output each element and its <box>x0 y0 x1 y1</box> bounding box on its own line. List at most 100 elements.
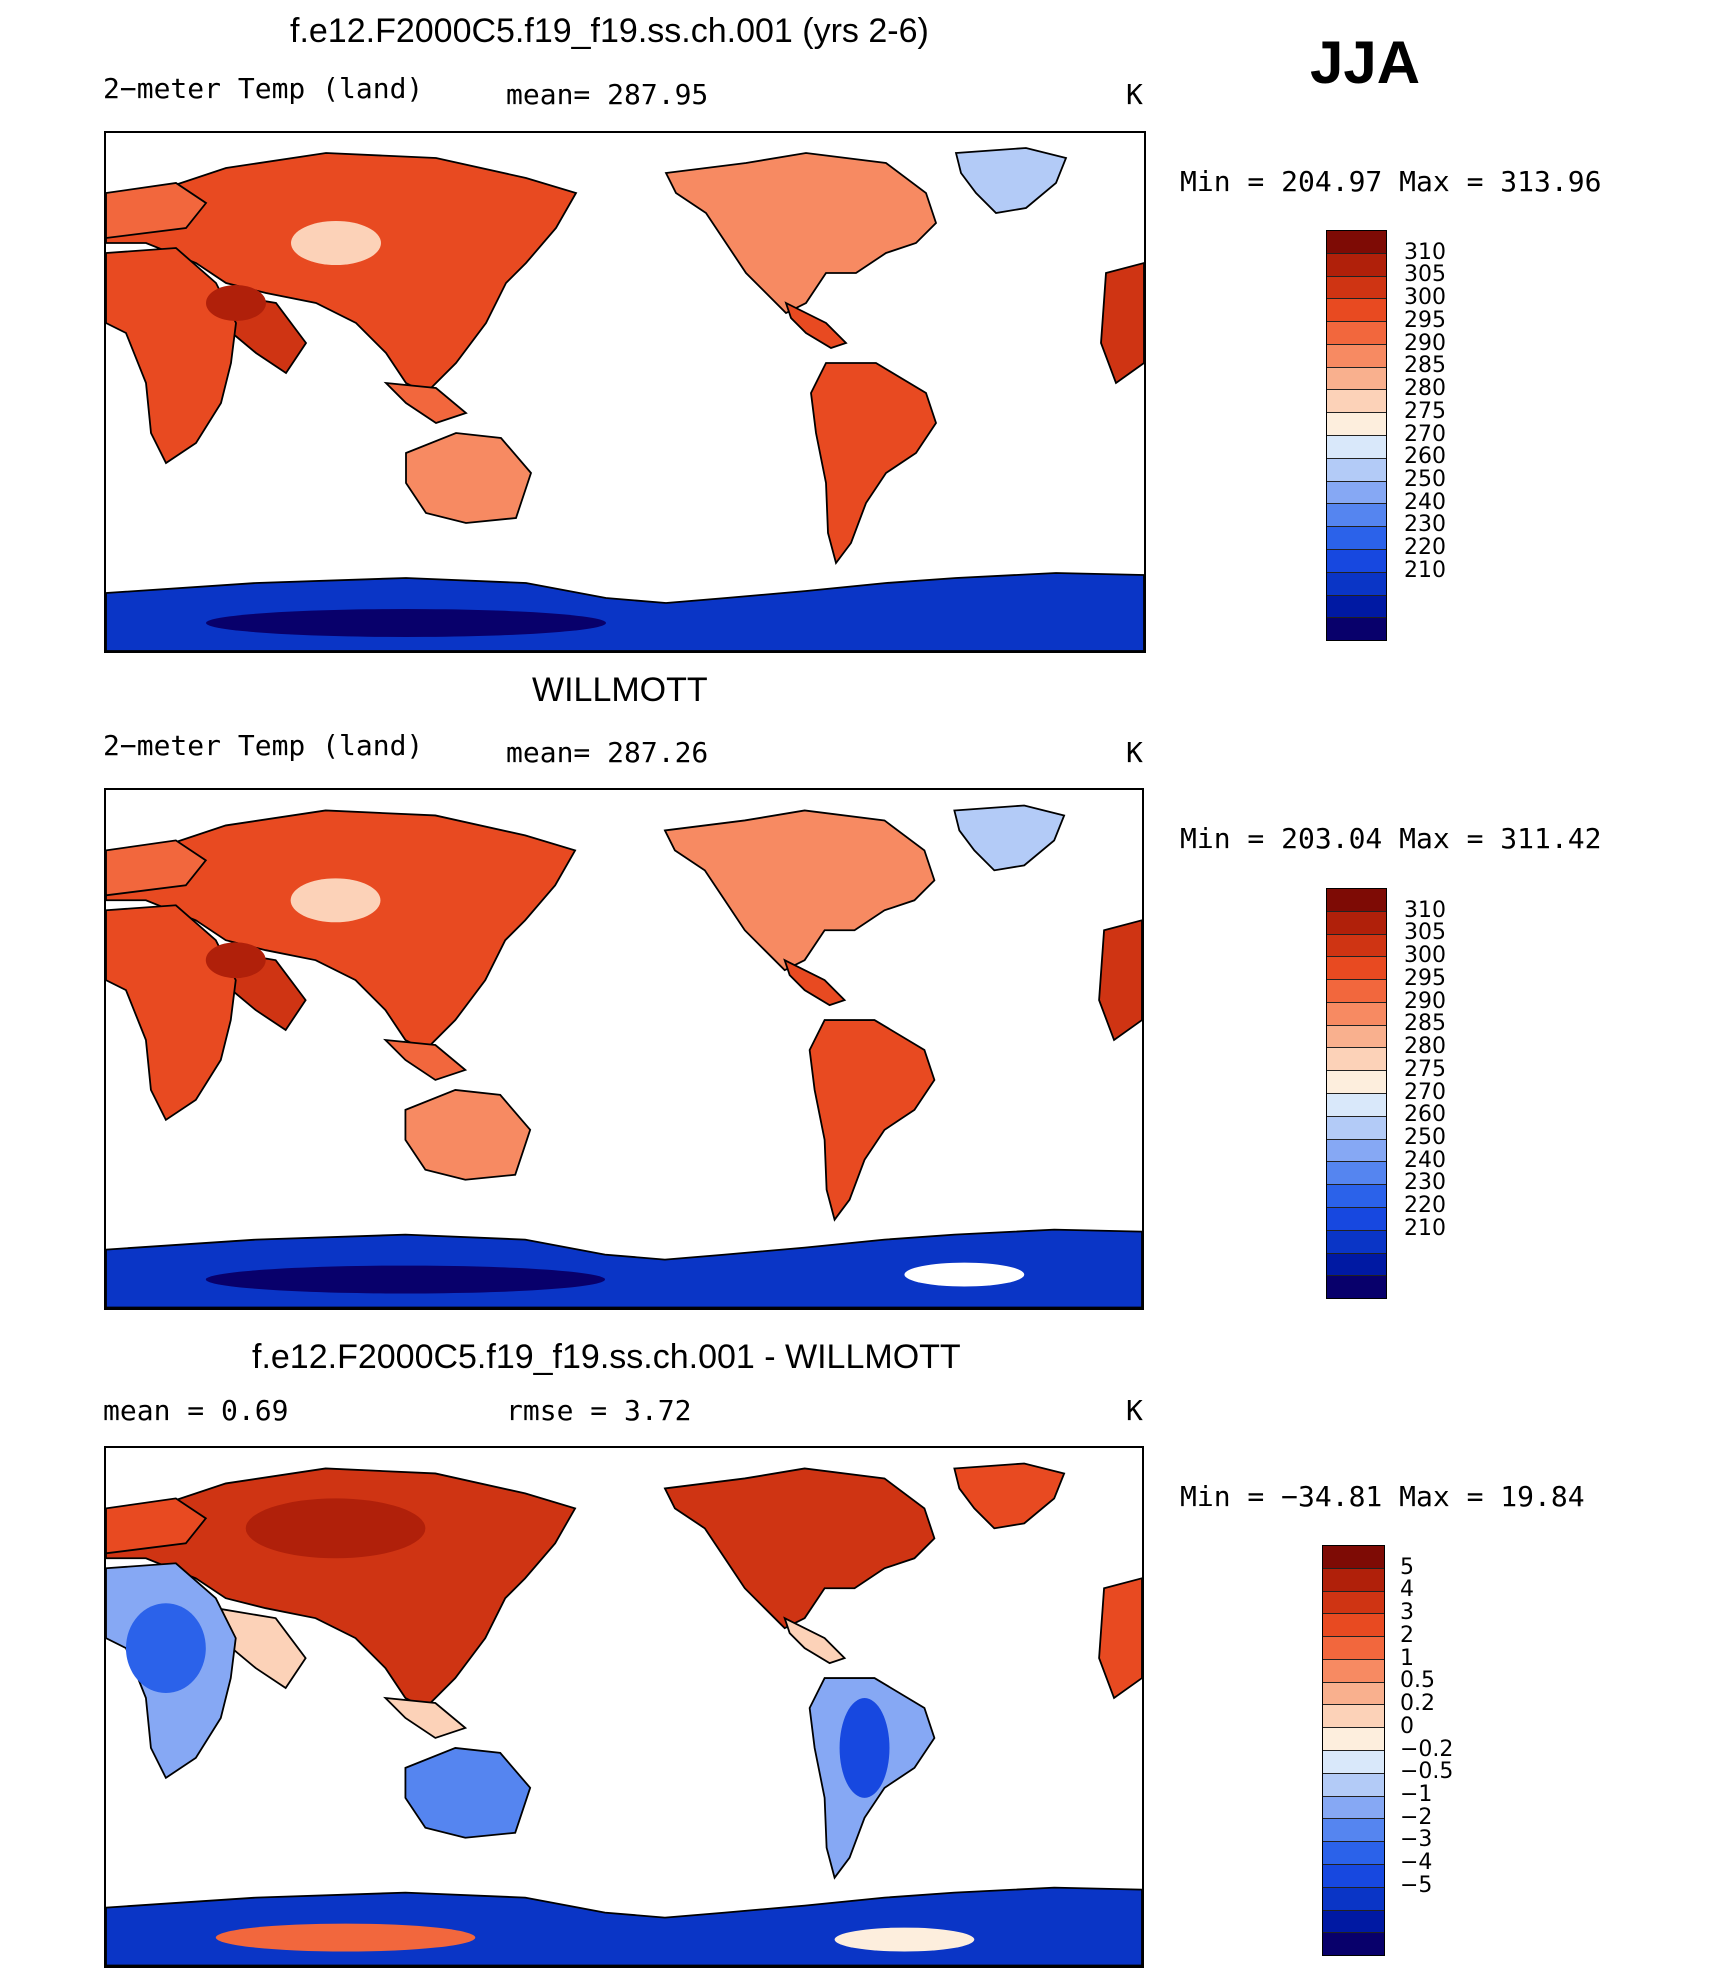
colorbar-swatch <box>1327 1253 1386 1277</box>
unit-label-3: K <box>1126 1394 1143 1427</box>
sahara-hot-patch <box>206 285 266 321</box>
colorbar-tick-label: 0 <box>1400 1713 1414 1739</box>
colorbar-swatch <box>1323 1773 1384 1797</box>
colorbar-tick-label: 300 <box>1404 285 1446 311</box>
colorbar-ticks-3: 5 4 3 2 1 0.5 0.2 0 −0.2 −0.5 −1 −2 −3 −4 −5 <box>1400 1545 1520 1954</box>
colorbar-swatch <box>1323 1546 1384 1569</box>
colorbar-tick-label: −3 <box>1400 1827 1433 1853</box>
colorbar-swatch <box>1327 934 1386 958</box>
colorbar-swatch <box>1327 1071 1386 1095</box>
minmax-label-1: Min = 204.97 Max = 313.96 <box>1180 165 1602 198</box>
colorbar-tick-label: −5 <box>1400 1872 1433 1898</box>
colorbar-swatch <box>1327 911 1386 935</box>
landmass-central-america <box>783 958 847 1007</box>
minmax-label-2: Min = 203.04 Max = 311.42 <box>1180 822 1602 855</box>
landmass-africa-east <box>1098 1577 1142 1700</box>
landmass-africa <box>106 247 237 465</box>
siberia-warm-patch <box>245 1498 426 1559</box>
landmass-europe-west <box>106 839 208 897</box>
colorbar-swatch <box>1327 344 1386 368</box>
colorbar-tick-label: 4 <box>1400 1577 1414 1603</box>
colorbar-swatch <box>1323 1933 1384 1956</box>
colorbar-tick-label: 290 <box>1404 988 1446 1014</box>
antarctica-warm-anomaly <box>215 1923 476 1952</box>
colorbar-tick-label: 3 <box>1400 1600 1414 1626</box>
colorbar-tick-label: −2 <box>1400 1804 1433 1830</box>
colorbar-swatch <box>1323 1728 1384 1752</box>
colorbar-swatch <box>1323 1614 1384 1638</box>
colorbar-swatch <box>1327 390 1386 414</box>
panel-title-2: WILLMOTT <box>532 671 708 709</box>
colorbar-swatch <box>1323 1637 1384 1660</box>
colorbar-swatch <box>1327 1276 1386 1299</box>
sahara-hot-patch <box>205 942 266 979</box>
landmass-north-america <box>664 152 938 315</box>
colorbar-ticks-1: 310 305 300 295 290 285 280 275 270 260 250 240 230 2… <box>1404 230 1524 639</box>
colorbar-swatch <box>1327 1002 1386 1026</box>
landmass-sea-asia <box>383 381 468 424</box>
colorbar-tick-label: 240 <box>1404 1147 1446 1173</box>
colorbar-swatch <box>1327 618 1386 641</box>
colorbar-tick-label: 280 <box>1404 1034 1446 1060</box>
colorbar-tick-label: 220 <box>1404 535 1446 561</box>
world-map-observed <box>104 788 1144 1310</box>
colorbar-swatch <box>1327 1185 1386 1208</box>
colorbar-swatch <box>1323 1705 1384 1729</box>
colorbar-tick-label: 220 <box>1404 1193 1446 1219</box>
colorbar-swatch <box>1323 1796 1384 1820</box>
landmass-sea-asia <box>383 1038 468 1081</box>
antarctica-cold-core <box>206 609 606 637</box>
colorbar-tick-label: −1 <box>1400 1781 1433 1807</box>
colorbar-swatch <box>1327 1139 1386 1163</box>
colorbar-1 <box>1326 230 1387 641</box>
variable-label-2: 2−meter Temp (land) <box>103 729 424 762</box>
colorbar-tick-label: −4 <box>1400 1850 1433 1876</box>
colorbar-tick-label: 295 <box>1404 965 1446 991</box>
colorbar-tick-label: −0.5 <box>1400 1759 1454 1785</box>
colorbar-tick-label: 275 <box>1404 1056 1446 1082</box>
panel-title-1: f.e12.F2000C5.f19_f19.ss.ch.001 (yrs 2-6… <box>290 12 929 50</box>
landmass-antarctica <box>106 1886 1142 1966</box>
tibet-plateau-patch <box>290 878 381 923</box>
colorbar-tick-label: 310 <box>1404 239 1446 265</box>
landmass-central-america <box>783 1616 847 1665</box>
colorbar-swatch <box>1327 980 1386 1003</box>
variable-label-1: 2−meter Temp (land) <box>103 72 424 105</box>
colorbar-swatch <box>1323 1591 1384 1615</box>
colorbar-tick-label: 5 <box>1400 1554 1414 1580</box>
colorbar-tick-label: 305 <box>1404 920 1446 946</box>
landmass-australia <box>404 1747 532 1839</box>
colorbar-swatch <box>1327 299 1386 323</box>
unit-label-2: K <box>1126 736 1143 769</box>
landmass-europe-west <box>106 1497 208 1555</box>
landmass-australia <box>404 1089 532 1181</box>
colorbar-swatch <box>1323 1659 1384 1683</box>
colorbar-tick-label: 2 <box>1400 1622 1414 1648</box>
colorbar-ticks-2: 310 305 300 295 290 285 280 275 270 260 250 240 230 2… <box>1404 888 1524 1297</box>
world-temperature-map-observed-icon <box>106 804 1142 1308</box>
colorbar-tick-label: 210 <box>1404 1215 1446 1241</box>
colorbar-tick-label: 250 <box>1404 1124 1446 1150</box>
colorbar-tick-label: 295 <box>1404 307 1446 333</box>
season-label: JJA <box>1310 29 1421 96</box>
colorbar-tick-label: 280 <box>1404 376 1446 402</box>
colorbar-tick-label: 270 <box>1404 1079 1446 1105</box>
colorbar-tick-label: 240 <box>1404 489 1446 515</box>
colorbar-swatch <box>1327 276 1386 300</box>
colorbar-swatch <box>1327 572 1386 596</box>
colorbar-tick-label: 0.5 <box>1400 1668 1435 1694</box>
colorbar-tick-label: 290 <box>1404 330 1446 356</box>
world-temperature-difference-map-icon <box>106 1462 1142 1966</box>
colorbar-swatch <box>1327 413 1386 437</box>
landmass-australia <box>405 432 533 524</box>
tibet-plateau-patch <box>291 221 381 265</box>
colorbar-swatch <box>1323 1887 1384 1911</box>
landmass-africa <box>106 904 237 1122</box>
colorbar-swatch <box>1323 1819 1384 1843</box>
antarctica-cold-core <box>205 1265 606 1294</box>
colorbar-swatch <box>1327 1025 1386 1049</box>
colorbar-swatch <box>1327 1207 1386 1231</box>
colorbar-swatch <box>1327 527 1386 550</box>
colorbar-swatch <box>1327 889 1386 912</box>
colorbar-tick-label: 230 <box>1404 512 1446 538</box>
